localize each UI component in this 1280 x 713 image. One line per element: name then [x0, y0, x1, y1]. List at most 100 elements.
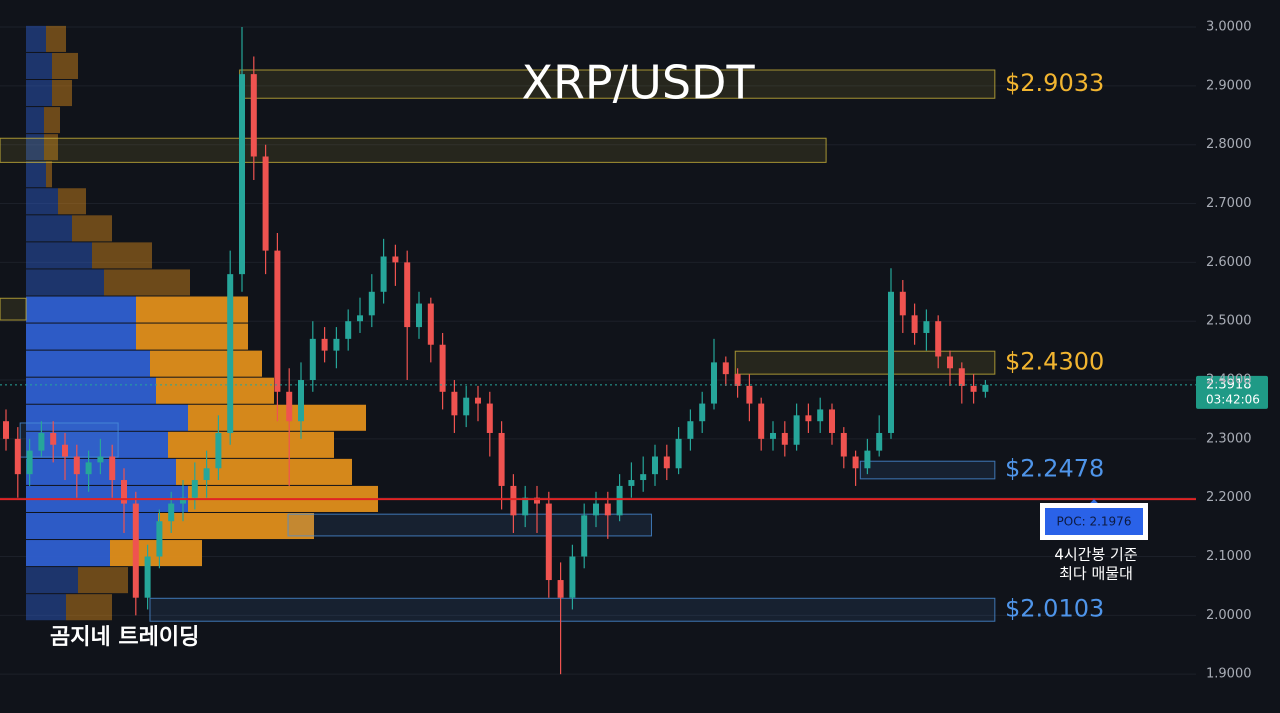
- candle-body: [534, 497, 540, 504]
- profile-buy: [26, 242, 92, 269]
- candle-body: [817, 409, 824, 422]
- candles: [3, 27, 989, 675]
- candle-body: [781, 432, 788, 445]
- zone: [0, 297, 27, 321]
- last-price-tag: [1196, 375, 1268, 409]
- profile-sell: [104, 269, 190, 296]
- candle-body: [250, 74, 257, 157]
- profile-sell: [44, 107, 60, 134]
- profile-sell: [150, 350, 262, 377]
- candle-body: [734, 374, 741, 386]
- candle-body: [345, 321, 352, 339]
- candle-body: [416, 303, 422, 328]
- candle-body: [510, 485, 517, 516]
- candle-body: [876, 432, 883, 451]
- profile-buy: [26, 25, 46, 52]
- zone: [287, 513, 652, 537]
- candle-body: [215, 432, 222, 469]
- profile-buy: [26, 567, 78, 594]
- profile-sell: [110, 540, 202, 567]
- profile-sell: [44, 134, 58, 161]
- candle-body: [168, 503, 175, 522]
- candle-body: [475, 397, 481, 404]
- profile-buy: [26, 107, 44, 134]
- profile-sell: [46, 25, 66, 52]
- profile-sell: [58, 188, 86, 215]
- poc-box: [1045, 508, 1143, 535]
- profile-sell: [72, 215, 112, 242]
- candle-body: [628, 480, 635, 486]
- profile-buy: [26, 540, 110, 567]
- profile-sell: [66, 594, 112, 621]
- profile-sell: [52, 52, 78, 80]
- candle-body: [545, 503, 552, 581]
- y-tick-label: 2.9000: [1206, 78, 1252, 93]
- candle-body: [309, 338, 316, 381]
- profile-buy: [26, 594, 66, 621]
- y-tick-label: 2.7000: [1206, 196, 1252, 211]
- candle-body: [805, 415, 812, 422]
- candle-body: [947, 356, 953, 369]
- profile-buy: [26, 134, 44, 161]
- profile-sell: [92, 242, 152, 269]
- candle-body: [180, 497, 186, 504]
- profile-buy: [26, 350, 150, 377]
- profile-sell: [176, 458, 352, 485]
- candle-body: [427, 303, 434, 345]
- y-tick-label: 1.9000: [1206, 667, 1252, 682]
- poc-note: 4시간봉 기준: [1054, 546, 1138, 564]
- candle-body: [616, 485, 623, 516]
- profile-sell: [168, 431, 334, 458]
- candle-body: [864, 450, 871, 469]
- last-price: 2.3918: [1206, 377, 1252, 392]
- candle-body: [498, 432, 505, 486]
- zone-label: $2.2478: [1005, 455, 1104, 483]
- candle-body: [321, 338, 328, 351]
- candle-body: [699, 403, 706, 422]
- candle-body: [286, 391, 293, 422]
- candle-body: [109, 456, 116, 481]
- candle-body: [227, 274, 234, 433]
- candle-body: [73, 456, 80, 475]
- zone: [734, 350, 996, 375]
- zone-label: $2.0103: [1005, 594, 1104, 622]
- candle-body: [439, 344, 446, 392]
- candle-body: [899, 291, 906, 316]
- candle-body: [357, 315, 363, 322]
- candle-body: [121, 480, 127, 504]
- candle-body: [852, 456, 859, 469]
- profile-buy: [26, 377, 156, 404]
- candle-body: [746, 385, 753, 404]
- candle-body: [404, 262, 411, 328]
- profile-buy: [26, 188, 58, 215]
- candle-body: [958, 368, 965, 386]
- chart-title: XRP/USDT: [521, 56, 755, 110]
- poc-label: POC: 2.1976: [1057, 515, 1132, 529]
- countdown: 03:42:06: [1206, 392, 1260, 406]
- profile-buy: [26, 431, 168, 458]
- y-tick-label: 2.6000: [1206, 255, 1252, 270]
- candle-body: [722, 362, 729, 375]
- candle-body: [262, 156, 269, 251]
- y-tick-label: 2.3000: [1206, 431, 1252, 446]
- candle-body: [239, 74, 245, 275]
- y-tick-label: 3.0000: [1206, 20, 1252, 35]
- candle-body: [793, 415, 800, 445]
- candle-body: [982, 384, 989, 392]
- candle-body: [298, 380, 304, 422]
- candle-body: [333, 338, 340, 351]
- y-tick-label: 2.8000: [1206, 137, 1252, 152]
- candle-body: [3, 421, 9, 439]
- candle-body: [132, 503, 139, 598]
- candle-body: [451, 391, 458, 416]
- candle-body: [970, 385, 977, 392]
- y-tick-label: 2.2000: [1206, 490, 1252, 505]
- candle-body: [380, 256, 387, 292]
- profile-buy: [26, 80, 52, 107]
- candle-body: [758, 403, 765, 439]
- candle-body: [522, 497, 529, 516]
- candle-body: [711, 362, 717, 404]
- y-tick-label: 2.5000: [1206, 314, 1252, 329]
